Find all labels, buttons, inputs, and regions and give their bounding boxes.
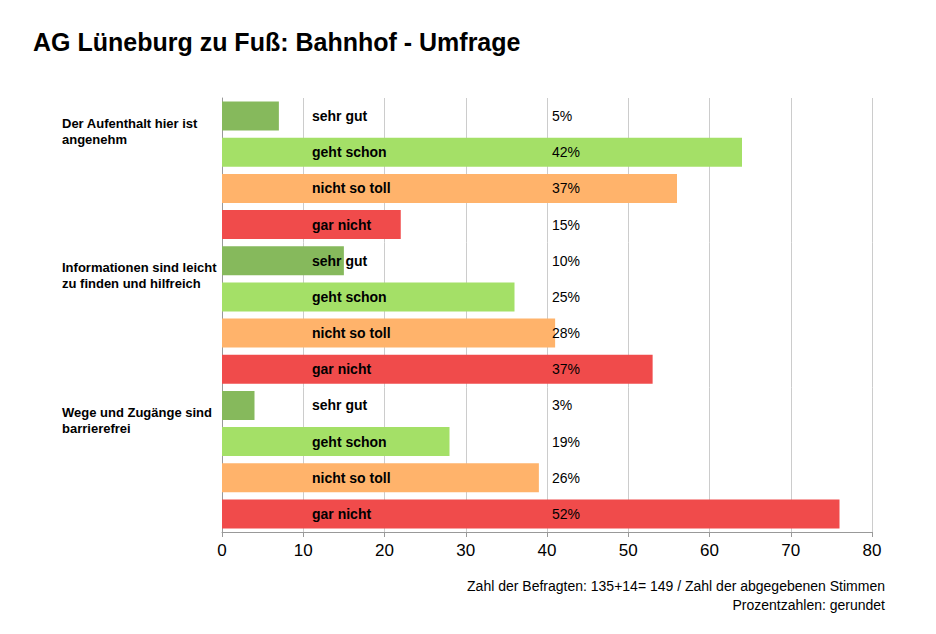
svg-text:26%: 26% <box>552 470 580 486</box>
svg-text:barrierefrei: barrierefrei <box>62 421 131 436</box>
svg-text:geht schon: geht schon <box>312 144 387 160</box>
svg-text:52%: 52% <box>552 506 580 522</box>
svg-text:70: 70 <box>781 541 800 560</box>
svg-text:geht schon: geht schon <box>312 289 387 305</box>
svg-text:gar nicht: gar nicht <box>312 506 371 522</box>
svg-text:37%: 37% <box>552 361 580 377</box>
svg-text:angenehm: angenehm <box>62 132 127 147</box>
svg-text:gar nicht: gar nicht <box>312 217 371 233</box>
svg-text:sehr gut: sehr gut <box>312 397 368 413</box>
svg-text:Zahl der Befragten: 135+14= 14: Zahl der Befragten: 135+14= 149 / Zahl d… <box>467 578 885 594</box>
svg-text:sehr gut: sehr gut <box>312 108 368 124</box>
svg-text:zu finden und hilfreich: zu finden und hilfreich <box>62 276 201 291</box>
svg-text:sehr gut: sehr gut <box>312 253 368 269</box>
svg-text:Informationen sind leicht: Informationen sind leicht <box>62 260 220 275</box>
svg-text:nicht so toll: nicht so toll <box>312 180 391 196</box>
svg-text:30: 30 <box>456 541 475 560</box>
svg-text:20: 20 <box>375 541 394 560</box>
svg-text:Der Aufenthalt hier ist: Der Aufenthalt hier ist <box>62 116 201 131</box>
svg-text:60: 60 <box>700 541 719 560</box>
svg-text:0: 0 <box>217 541 226 560</box>
svg-text:50: 50 <box>619 541 638 560</box>
svg-text:19%: 19% <box>552 434 580 450</box>
svg-text:10%: 10% <box>552 253 580 269</box>
svg-text:nicht so toll: nicht so toll <box>312 470 391 486</box>
svg-text:AG Lüneburg zu Fuß: Bahnhof -: AG Lüneburg zu Fuß: Bahnhof - Umfrage <box>33 28 521 56</box>
svg-text:Prozentzahlen: gerundet: Prozentzahlen: gerundet <box>732 597 885 613</box>
svg-text:37%: 37% <box>552 180 580 196</box>
svg-text:nicht so toll: nicht so toll <box>312 325 391 341</box>
svg-text:Wege und Zugänge sind: Wege und Zugänge sind <box>62 405 216 420</box>
svg-text:10: 10 <box>294 541 313 560</box>
svg-text:geht schon: geht schon <box>312 434 387 450</box>
svg-text:80: 80 <box>863 541 882 560</box>
svg-text:25%: 25% <box>552 289 580 305</box>
svg-text:5%: 5% <box>552 108 572 124</box>
svg-text:3%: 3% <box>552 397 572 413</box>
svg-text:28%: 28% <box>552 325 580 341</box>
svg-text:42%: 42% <box>552 144 580 160</box>
svg-text:40: 40 <box>538 541 557 560</box>
svg-text:15%: 15% <box>552 217 580 233</box>
svg-text:gar nicht: gar nicht <box>312 361 371 377</box>
